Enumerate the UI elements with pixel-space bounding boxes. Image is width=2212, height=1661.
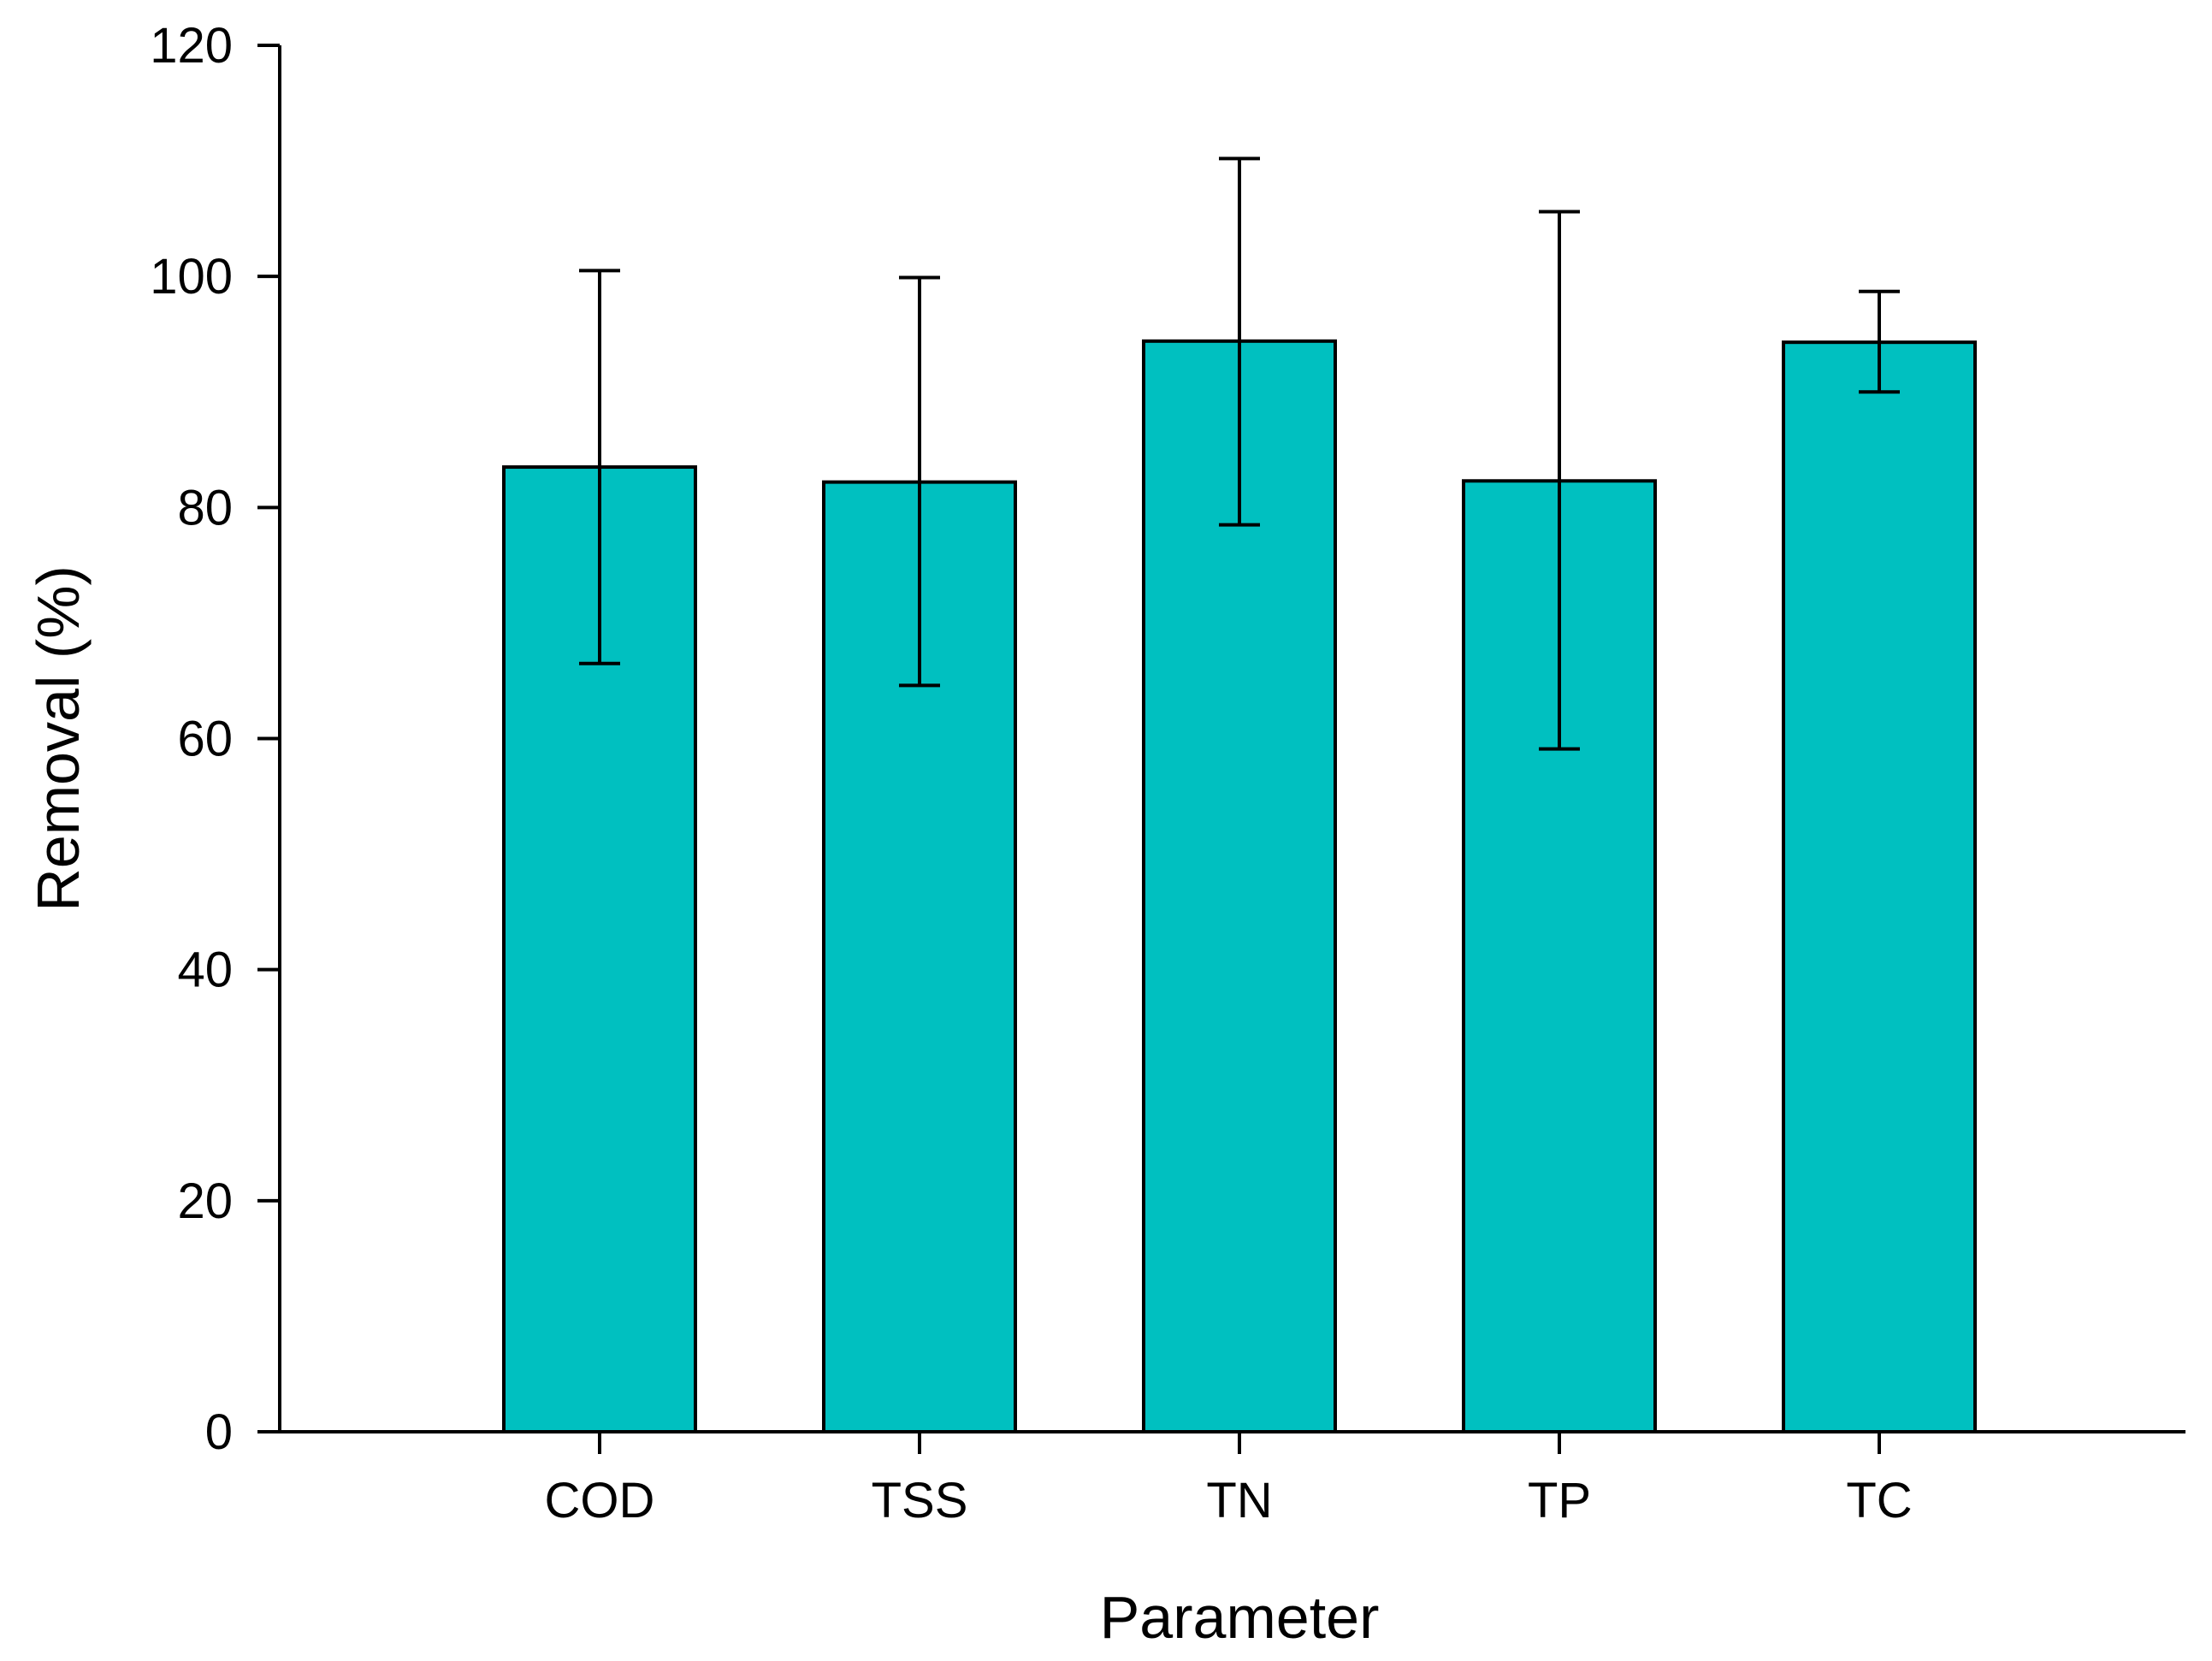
y-tick-label-80: 80 [177, 480, 233, 535]
x-ticks-layer: COD TSS TN TP TC [545, 1432, 1913, 1528]
x-tick-label-tc: TC [1846, 1473, 1912, 1528]
y-tick-label-0: 0 [205, 1404, 233, 1460]
y-tick-label-120: 120 [150, 18, 233, 74]
x-tick-label-tss: TSS [872, 1473, 968, 1528]
y-tick-label-100: 100 [150, 249, 233, 304]
x-tick-label-tn: TN [1206, 1473, 1272, 1528]
y-tick-label-20: 20 [177, 1173, 233, 1229]
y-tick-label-60: 60 [177, 712, 233, 767]
x-tick-label-cod: COD [545, 1473, 655, 1528]
x-tick-label-tp: TP [1528, 1473, 1591, 1528]
y-axis-title: Removal (%) [25, 565, 92, 912]
y-ticks-layer: 0 20 40 60 80 100 120 [150, 18, 280, 1460]
y-tick-label-40: 40 [177, 943, 233, 998]
x-axis-title: Parameter [1100, 1584, 1380, 1651]
error-bars-layer [579, 157, 1900, 751]
bar-tc [1782, 340, 1977, 1433]
